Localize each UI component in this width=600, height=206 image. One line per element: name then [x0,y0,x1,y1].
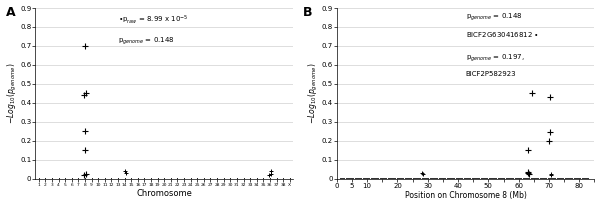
Text: $\bullet$p$_{raw}$ = 8.99 x 10$^{-5}$: $\bullet$p$_{raw}$ = 8.99 x 10$^{-5}$ [118,13,188,26]
Text: A: A [6,6,16,19]
X-axis label: Position on Chromosome 8 (Mb): Position on Chromosome 8 (Mb) [405,191,527,200]
Text: p$_{genome}$ = 0.148: p$_{genome}$ = 0.148 [118,35,175,47]
Text: B: B [303,6,313,19]
Text: p$_{genome}$ = 0.148: p$_{genome}$ = 0.148 [466,12,522,23]
Y-axis label: $-Log_{10}(p_{genome})$: $-Log_{10}(p_{genome})$ [5,63,19,124]
Y-axis label: $-Log_{10}(p_{genome})$: $-Log_{10}(p_{genome})$ [307,63,320,124]
Text: BICF2P582923: BICF2P582923 [466,71,516,77]
X-axis label: Chromosome: Chromosome [136,190,192,198]
Text: p$_{genome}$ = 0.197,: p$_{genome}$ = 0.197, [466,52,524,64]
Text: BICF2G630416812 $\bullet$: BICF2G630416812 $\bullet$ [466,30,539,39]
